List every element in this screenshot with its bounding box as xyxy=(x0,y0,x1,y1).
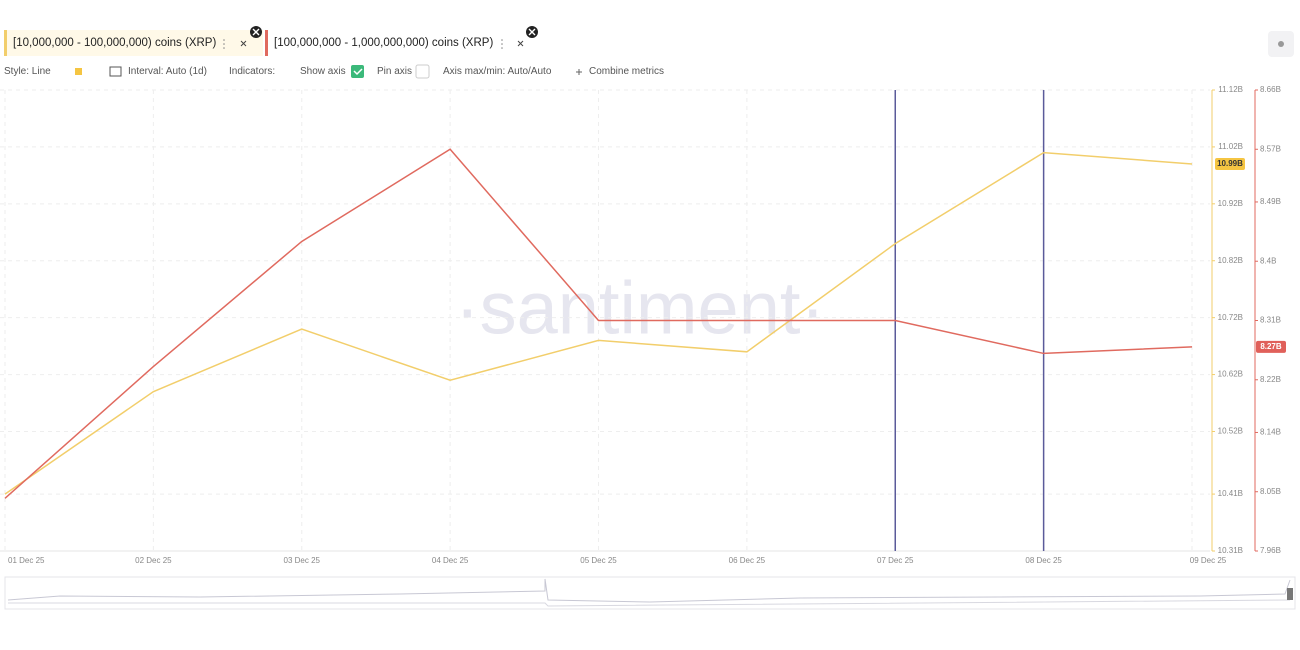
x-tick-label: 06 Dec 25 xyxy=(729,556,766,565)
value-label: 8.27B xyxy=(1260,342,1282,351)
navigator-line xyxy=(7,578,1291,603)
navigator-handle[interactable] xyxy=(1287,588,1293,600)
pin-axis[interactable]: Pin axis xyxy=(377,66,413,77)
toolbar-icons xyxy=(75,26,1294,79)
series-line xyxy=(4,148,1193,499)
combine-metrics[interactable]: Combine metrics xyxy=(589,66,665,77)
navigator[interactable] xyxy=(4,576,1296,610)
x-tick-label: 09 Dec 25 xyxy=(1190,556,1227,565)
y-tick-label: 10.82B xyxy=(1218,256,1243,265)
x-tick-label: 01 Dec 25 xyxy=(8,556,45,565)
y2-tick-label: 8.14B xyxy=(1260,428,1281,437)
x-tick-label: 03 Dec 25 xyxy=(284,556,321,565)
y2-tick-label: 8.05B xyxy=(1260,487,1281,496)
legend-tab[interactable]: [100,000,000 - 1,000,000,000) coins (XRP… xyxy=(265,30,539,56)
navigator-line xyxy=(8,599,1291,607)
value-badge xyxy=(1256,340,1286,353)
y-tick-label: 10.72B xyxy=(1218,313,1243,322)
y2-tick-label: 8.49B xyxy=(1260,197,1281,206)
y2-tick-label: 8.4B xyxy=(1260,256,1276,265)
x-tick-label: 07 Dec 25 xyxy=(877,556,914,565)
y-tick-label: 10.92B xyxy=(1218,199,1243,208)
y-tick-label: 10.31B xyxy=(1218,546,1243,555)
style-select[interactable]: Style: Line xyxy=(4,66,51,77)
y-tick-label: 10.52B xyxy=(1218,427,1243,436)
y2-tick-label: 8.22B xyxy=(1260,375,1281,384)
y-tick-label: 10.62B xyxy=(1218,370,1243,379)
y2-tick-label: 7.96B xyxy=(1260,546,1281,555)
x-tick-label: 08 Dec 25 xyxy=(1025,556,1062,565)
show-axis[interactable]: Show axis xyxy=(300,66,346,77)
value-label: 10.99B xyxy=(1217,159,1243,168)
legend-label: [10,000,000 - 100,000,000) coins (XRP) xyxy=(13,37,217,49)
y2-tick-label: 8.66B xyxy=(1260,85,1281,94)
indicators-select[interactable]: Indicators: xyxy=(229,66,276,77)
chart: ·santiment· 11.12B 11.02B 10.92B 10.82B 10.7… xyxy=(0,85,1296,610)
x-tick-label: 04 Dec 25 xyxy=(432,556,469,565)
y2-tick-label: 8.31B xyxy=(1260,316,1281,325)
y-tick-label: 10.41B xyxy=(1218,489,1243,498)
y-tick-label: 11.02B xyxy=(1218,142,1243,151)
series-line xyxy=(4,151,1193,495)
x-tick-label: 02 Dec 25 xyxy=(135,556,172,565)
axis-maxmin[interactable]: Axis max/min: Auto/Auto xyxy=(443,66,552,77)
x-tick-label: 05 Dec 25 xyxy=(580,556,617,565)
y-tick-label: 11.12B xyxy=(1218,85,1243,94)
y2-tick-label: 8.57B xyxy=(1260,144,1281,153)
legend-tab[interactable]: [10,000,000 - 100,000,000) coins (XRP) xyxy=(4,30,263,56)
value-badge xyxy=(1215,157,1245,170)
legend-label: [100,000,000 - 1,000,000,000) coins (XRP… xyxy=(274,37,494,49)
watermark: ·santiment· xyxy=(455,267,825,350)
interval-select[interactable]: Interval: Auto (1d) xyxy=(128,66,207,77)
